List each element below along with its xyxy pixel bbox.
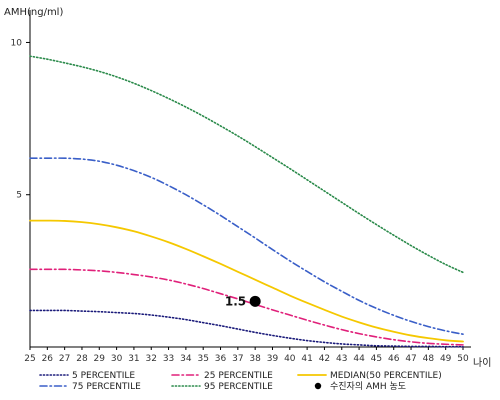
x-tick-label: 39 xyxy=(267,354,279,364)
legend-label: 95 PERCENTILE xyxy=(204,382,273,392)
legend-marker-label: 수진자의 AMH 농도 xyxy=(330,381,406,392)
axes: AMH(ng/ml) 나이 5 10 25 26 27 28 29 30 31 32 33 34 35 36 3… xyxy=(4,7,491,369)
x-tick-label: 38 xyxy=(249,354,261,364)
x-tick-label: 25 xyxy=(24,354,35,364)
legend-label: 5 PERCENTILE xyxy=(72,371,135,381)
x-tick-label: 50 xyxy=(457,354,469,364)
x-tick-label: 31 xyxy=(128,354,139,364)
x-tick-label: 33 xyxy=(163,354,174,364)
x-tick-label: 37 xyxy=(232,354,243,364)
x-tick-label: 36 xyxy=(215,354,227,364)
series-line-median-50-percentile xyxy=(29,219,464,343)
y-axis-label: AMH(ng/ml) xyxy=(4,7,63,18)
legend-marker-swatch xyxy=(314,382,322,390)
x-axis-label: 나이 xyxy=(473,357,491,369)
x-tick-label: 47 xyxy=(405,354,416,364)
x-tick-label: 44 xyxy=(353,354,365,364)
x-tick-label: 41 xyxy=(301,354,312,364)
y-tick-label: 5 xyxy=(16,191,22,201)
series-line-95-percentile xyxy=(29,55,464,274)
y-tick-label: 10 xyxy=(11,38,23,48)
series-lines xyxy=(29,55,464,348)
patient-amh-value-label: 1.5 xyxy=(225,294,246,308)
x-tick-label: 30 xyxy=(111,354,123,364)
x-tick-label: 27 xyxy=(59,354,70,364)
x-tick-label: 49 xyxy=(440,354,452,364)
x-tick-label: 32 xyxy=(146,354,157,364)
patient-amh-point xyxy=(249,295,261,307)
x-tick-label: 29 xyxy=(94,354,106,364)
x-tick-label: 35 xyxy=(197,354,208,364)
series-line-5-percentile xyxy=(29,309,464,348)
legend-label: 25 PERCENTILE xyxy=(204,371,273,381)
legend-label: MEDIAN(50 PERCENTILE) xyxy=(330,371,442,381)
x-tick-label: 46 xyxy=(388,354,400,364)
x-tick-label: 42 xyxy=(319,354,330,364)
x-tick-label: 43 xyxy=(336,354,347,364)
x-tick-label: 34 xyxy=(180,354,192,364)
x-tick-label: 40 xyxy=(284,354,296,364)
series-line-25-percentile xyxy=(29,268,464,346)
legend-label: 75 PERCENTILE xyxy=(72,382,141,392)
patient-marker: 1.5 xyxy=(225,294,261,308)
x-tick-label: 28 xyxy=(76,354,88,364)
series-line-75-percentile xyxy=(29,157,464,336)
x-tick-label: 45 xyxy=(371,354,382,364)
x-tick-label: 48 xyxy=(423,354,435,364)
x-tick-label: 26 xyxy=(42,354,54,364)
